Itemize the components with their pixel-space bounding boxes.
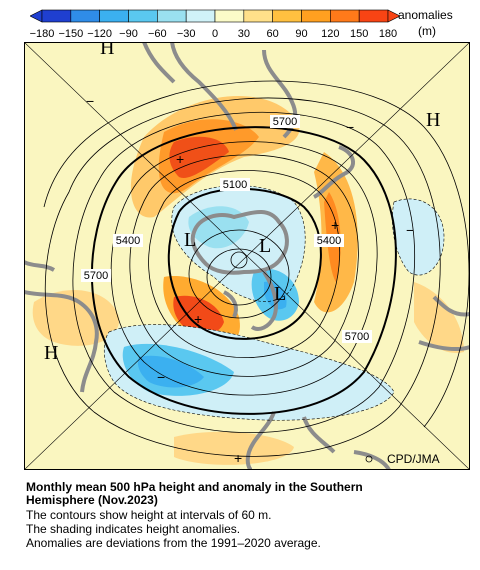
minus-marker-3: −	[406, 222, 414, 238]
minus-marker-2: −	[346, 119, 354, 135]
credit-label: CPD/JMA	[387, 452, 440, 466]
contour-label-5400-left: 5400	[113, 234, 143, 247]
colorbar-segment	[330, 9, 360, 23]
contour-label-5700-right: 5700	[342, 330, 372, 343]
minus-marker-1: −	[86, 93, 94, 109]
colorbar-tick-label: 180	[379, 28, 397, 40]
southern-hemisphere-map: 5700 5100 5400 5400 5700 5700 H H H L L …	[24, 42, 470, 470]
contour-labels: 5700 5100 5400 5400 5700 5700	[81, 115, 372, 343]
contour-label-5100: 5100	[220, 178, 250, 191]
colorbar-segment	[41, 9, 72, 23]
colorbar-units: (m)	[418, 24, 436, 38]
colorbar-tick-label: −150	[58, 28, 83, 40]
high-marker-right: H	[426, 109, 440, 131]
low-marker-3: L	[274, 283, 286, 305]
colorbar-segment	[70, 9, 100, 23]
colorbar-segment	[185, 9, 216, 23]
colorbar-segment	[214, 9, 245, 23]
colorbar-segment	[358, 9, 389, 23]
svg-text:5700: 5700	[345, 331, 369, 343]
colorbar-title: anomalies	[398, 8, 453, 22]
caption-title-line2: Hemisphere (Nov.2023)	[26, 493, 158, 507]
caption-shading-note: The shading indicates height anomalies.	[26, 522, 241, 536]
colorbar-tick-label: −120	[87, 28, 112, 40]
low-marker-1: L	[184, 229, 196, 251]
caption-title-line1: Monthly mean 500 hPa height and anomaly …	[26, 480, 363, 494]
height-contours	[43, 80, 470, 457]
plus-marker-1: +	[176, 151, 184, 167]
pressure-markers: H H H L L L	[44, 42, 440, 364]
negative-anomaly-shading	[104, 185, 445, 421]
colorbar-tick-label: −180	[30, 28, 54, 40]
positive-anomaly-shading	[32, 95, 464, 465]
caption-baseline-note: Anomalies are deviations from the 1991–2…	[26, 536, 321, 550]
colorbar-segments	[41, 9, 389, 23]
svg-text:5400: 5400	[317, 235, 341, 247]
colorbar-tick-label: 60	[267, 28, 279, 40]
colorbar-segment	[243, 9, 273, 23]
colorbar-right-arrow	[387, 9, 400, 23]
meridian-lines	[24, 42, 470, 470]
south-pole-marker	[230, 251, 248, 269]
colorbar-tick-label: 0	[212, 28, 218, 40]
colorbar-tick-labels: −180 −150 −120 −90 −60 −30 0 30 60 90 120 150 180	[30, 28, 397, 40]
colorbar-tick-label: −90	[119, 28, 138, 40]
high-marker-left: H	[44, 342, 58, 364]
svg-text:5400: 5400	[116, 235, 140, 247]
contour-label-5700-left: 5700	[81, 269, 111, 282]
colorbar-tick-label: −30	[177, 28, 196, 40]
svg-text:5700: 5700	[84, 270, 108, 282]
colorbar-segment	[301, 9, 331, 23]
low-marker-2: L	[259, 235, 271, 257]
colorbar-tick-label: 30	[238, 28, 250, 40]
plus-marker-2: +	[331, 217, 339, 233]
map-border	[24, 42, 470, 470]
caption-contour-note: The contours show height at intervals of…	[26, 508, 272, 522]
high-marker-top: H	[100, 42, 114, 59]
contour-label-5700-top: 5700	[270, 115, 300, 128]
colorbar-segment	[128, 9, 158, 23]
colorbar-segment	[99, 9, 129, 23]
colorbar-tick-label: 90	[295, 28, 307, 40]
plus-marker-3: +	[194, 311, 202, 327]
anomaly-dashed-contours	[104, 185, 395, 421]
colorbar-tick-label: −60	[148, 28, 167, 40]
svg-text:5700: 5700	[273, 116, 297, 128]
contour-label-5400-right: 5400	[314, 234, 344, 247]
colorbar-tick-label: 120	[321, 28, 339, 40]
colorbar-tick-label: 150	[350, 28, 368, 40]
minus-marker-4: −	[157, 369, 165, 385]
colorbar-segment	[272, 9, 302, 23]
plus-marker-4: +	[234, 450, 242, 466]
anomaly-extrema-markers: + + + + − − − −	[86, 93, 414, 466]
colorbar-segment	[157, 9, 187, 23]
corner-marker	[365, 455, 373, 463]
svg-text:5100: 5100	[223, 179, 247, 191]
colorbar-left-arrow	[30, 9, 43, 23]
anomaly-colorbar: −180 −150 −120 −90 −60 −30 0 30 60 90 120 150 180	[30, 9, 400, 40]
